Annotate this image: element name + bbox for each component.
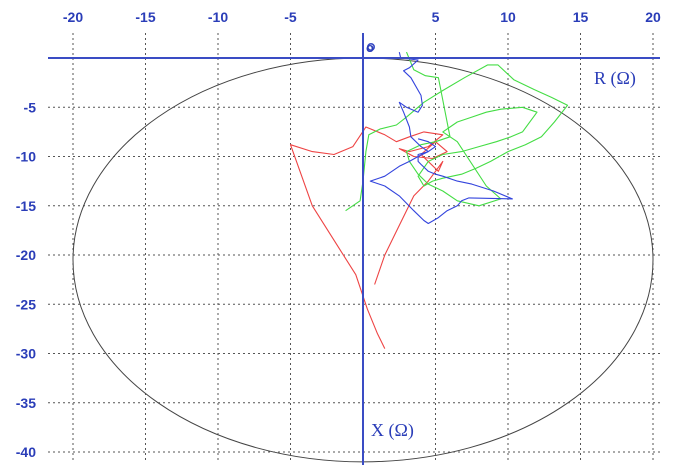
series-line-green <box>345 51 569 212</box>
origin-label: o <box>366 40 374 55</box>
grid-lines <box>48 33 660 462</box>
y-tick-label: -5 <box>24 99 37 115</box>
y-tick-label: -10 <box>16 149 36 165</box>
x-tick-label: 5 <box>432 9 440 25</box>
y-tick-label: -15 <box>16 198 36 214</box>
x-tick-label: 20 <box>645 9 661 25</box>
y-axis-label: X (Ω) <box>371 420 414 441</box>
x-tick-label: -5 <box>284 9 297 25</box>
y-tick-label: -25 <box>16 296 36 312</box>
y-tick-label: -30 <box>16 346 36 362</box>
tick-labels: -20 -15 -10 -5 5 10 15 20 -5 -10 -15 -20 -25 -30 -35 -4… <box>16 9 661 460</box>
x-tick-label: 10 <box>500 9 516 25</box>
x-axis-label: R (Ω) <box>594 68 636 89</box>
series-line-red <box>289 126 448 349</box>
x-tick-label: -10 <box>208 9 228 25</box>
origin-marker <box>366 42 375 51</box>
series-line-blue <box>369 51 513 225</box>
x-tick-label: -20 <box>63 9 83 25</box>
x-tick-label: -15 <box>135 9 155 25</box>
y-tick-label: -40 <box>16 444 36 460</box>
trajectory-series <box>289 51 569 349</box>
y-tick-label: -35 <box>16 395 36 411</box>
y-tick-label: -20 <box>16 247 36 263</box>
x-tick-label: 15 <box>573 9 589 25</box>
axes <box>48 33 660 465</box>
